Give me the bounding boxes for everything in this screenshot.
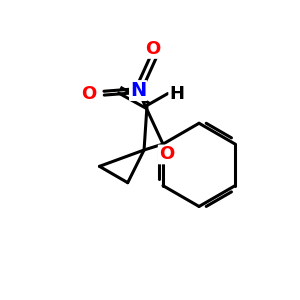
Text: O: O xyxy=(159,146,174,164)
Text: H: H xyxy=(169,85,184,103)
Text: N: N xyxy=(130,81,146,100)
Text: O: O xyxy=(81,85,97,103)
Text: O: O xyxy=(145,40,160,58)
